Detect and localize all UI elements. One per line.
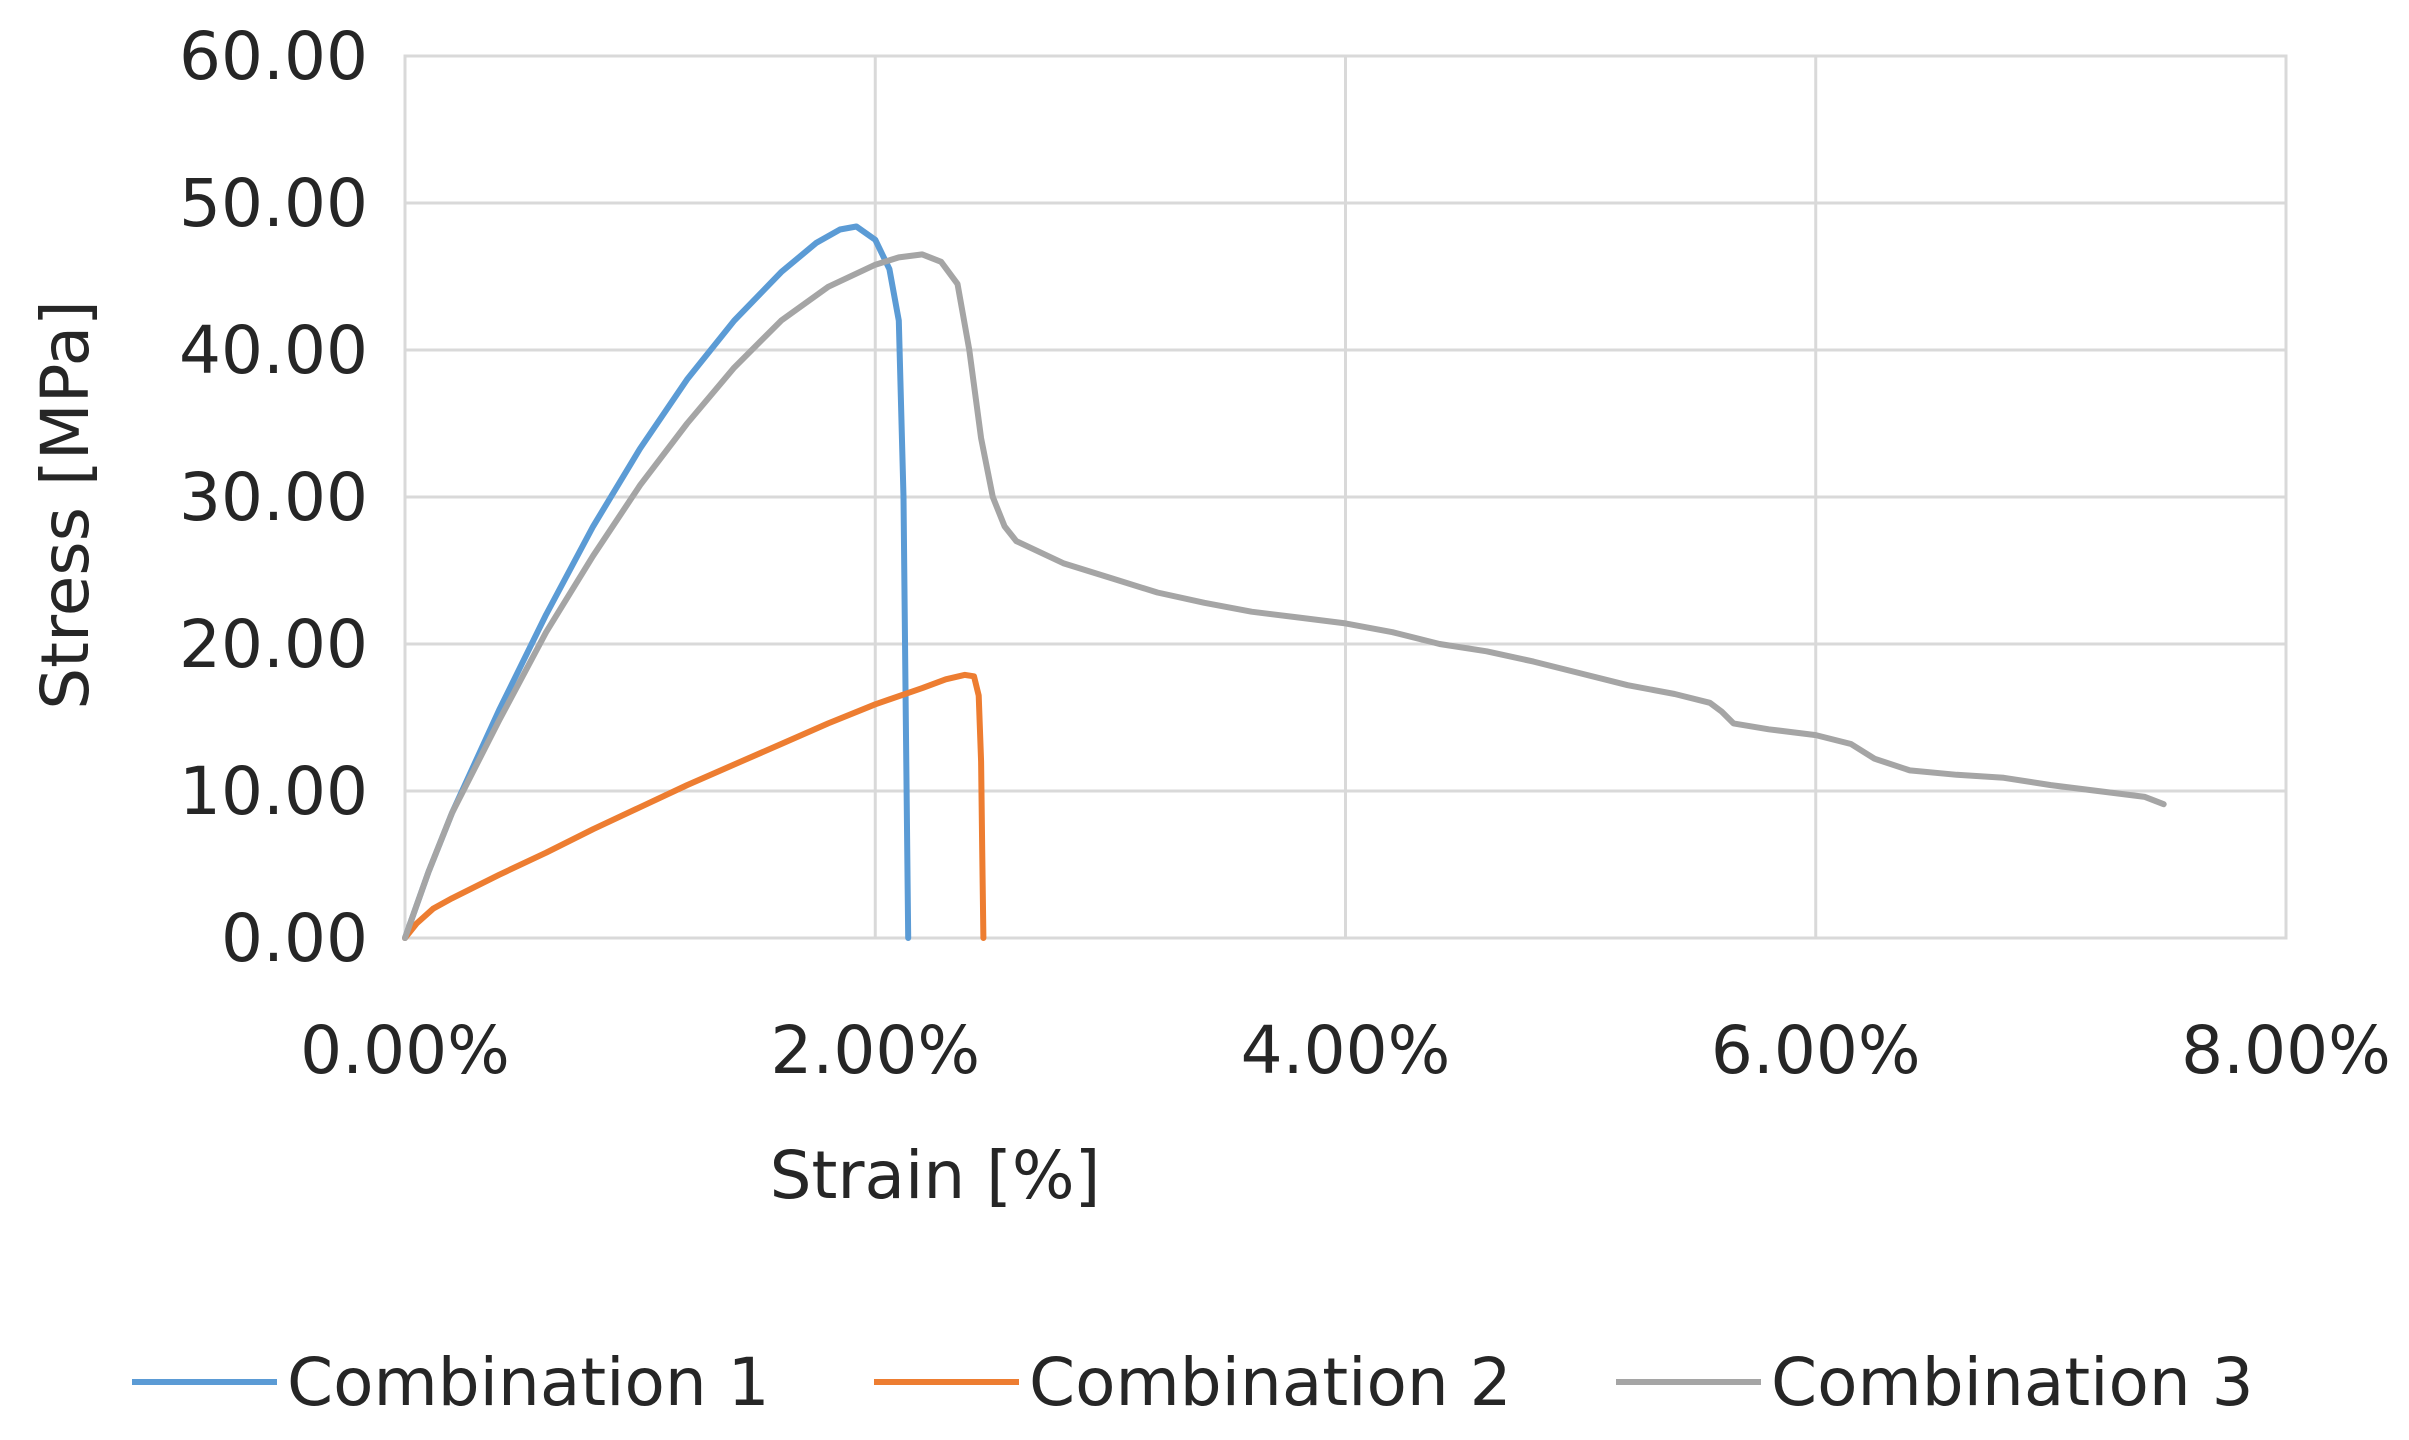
x-tick-label: 8.00% [2181, 1012, 2391, 1089]
y-tick-label: 40.00 [179, 312, 368, 389]
x-tick-label: 6.00% [1711, 1012, 1921, 1089]
x-tick-label: 0.00% [300, 1012, 510, 1089]
x-tick-label: 4.00% [1241, 1012, 1451, 1089]
series-layer [402, 223, 2167, 941]
y-tick-label: 20.00 [179, 606, 368, 683]
x-tick-label: 2.00% [770, 1012, 980, 1089]
x-axis-title: Strain [%] [770, 1137, 1101, 1214]
y-tick-label: 30.00 [179, 459, 368, 536]
legend: Combination 1 Combination 2 Combination 3 [132, 1344, 2254, 1421]
legend-label-combination-1: Combination 1 [287, 1344, 770, 1421]
series-line-combination-3 [402, 251, 2167, 941]
legend-label-combination-3: Combination 3 [1771, 1344, 2254, 1421]
plot-area-frame [403, 54, 2288, 940]
series-line-combination-1 [402, 223, 912, 941]
x-axis-ticks: 0.00% 2.00% 4.00% 6.00% 8.00% [300, 1012, 2391, 1089]
y-tick-label: 0.00 [221, 900, 368, 977]
y-axis-title: Stress [MPa] [27, 300, 104, 710]
y-axis-ticks: 0.00 10.00 20.00 30.00 40.00 50.00 60.00 [179, 18, 368, 977]
series-line-combination-2 [402, 671, 987, 941]
y-tick-label: 60.00 [179, 18, 368, 95]
y-tick-label: 10.00 [179, 753, 368, 830]
legend-label-combination-2: Combination 2 [1029, 1344, 1512, 1421]
y-tick-label: 50.00 [179, 165, 368, 242]
grid-layer [403, 54, 2288, 940]
